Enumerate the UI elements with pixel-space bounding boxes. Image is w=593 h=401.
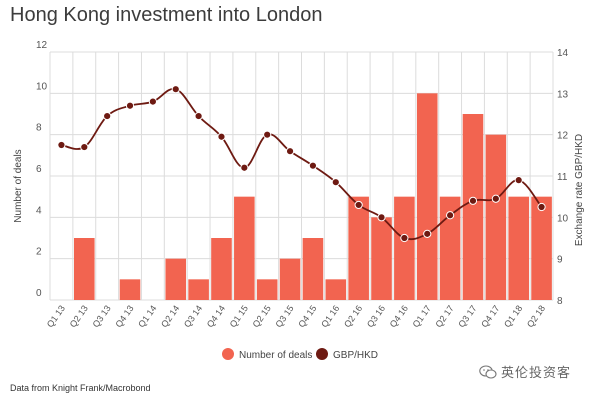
bar-q1-18 [508,196,529,300]
bar-q3-16 [371,217,392,300]
line-point-q3-17 [468,196,478,205]
bar-q4-14 [211,238,232,300]
bar-q1-15 [234,196,255,300]
x-tick-label: Q2 17 [433,303,455,329]
line-point-q1-18 [514,176,523,185]
x-tick-label: Q3 13 [91,303,113,329]
line-point-q4-16 [400,233,409,243]
bar-q4-17 [485,134,507,300]
line-point-q1-15 [240,163,249,172]
y-axis-left-title: Number of deals [13,149,24,222]
line-point-q1-14 [148,97,157,106]
line-point-q3-13 [103,111,112,121]
source-note: Data from Knight Frank/Macrobond [10,383,151,393]
legend: Number of deals GBP/HKD [222,348,378,361]
x-tick-label: Q4 14 [205,303,227,329]
y-left-tick-label: 10 [36,81,48,92]
line-point-q2-13 [80,142,89,152]
x-tick-label: Q4 17 [479,303,501,329]
line-point-q3-14 [194,111,203,121]
legend-label-number-of-deals: Number of deals [239,350,312,361]
y-left-tick-label: 2 [36,247,42,258]
y-left-tick-label: 6 [36,164,42,175]
line-point-q2-15 [263,130,272,139]
line-point-q4-17 [491,194,500,203]
line-point-q2-18 [537,202,546,212]
y-left-tick-label: 12 [36,40,48,51]
x-tick-label: Q3 14 [182,303,204,329]
legend-swatch-number-of-deals [222,348,234,360]
wechat-logo-icon [479,364,497,379]
bar-q4-15 [302,238,324,300]
x-tick-label: Q2 16 [342,303,364,329]
x-tick-label: Q2 14 [159,303,181,329]
x-tick-label: Q3 17 [456,303,478,329]
line-point-q1-13 [57,140,66,150]
bar-q2-18 [531,196,552,300]
bar-q4-16 [394,196,415,300]
bar-q2-16 [348,196,369,300]
y-left-tick-label: 8 [36,123,42,134]
watermark-text: 英伦投资客 [501,366,572,381]
y-left-tick-label: 0 [36,288,42,299]
line-point-q4-15 [308,161,318,170]
y-right-tick-label: 13 [557,89,569,100]
y-right-tick-label: 11 [557,172,568,183]
y-right-tick-label: 10 [557,213,569,224]
legend-label-gbp-hkd: GBP/HKD [333,350,378,361]
bar-q1-16 [325,279,347,300]
line-point-q2-17 [446,211,455,220]
y-left-tick-label: 4 [36,205,42,216]
x-tick-label: Q1 17 [411,303,433,329]
gbp-hkd-line [61,87,543,241]
line-point-q1-16 [331,178,340,187]
watermark: 英伦投资客 [479,362,571,381]
y-right-tick-label: 14 [557,48,569,59]
x-tick-label: Q1 13 [45,303,67,329]
x-tick-label: Q4 15 [296,303,318,329]
bar-q2-14 [165,258,187,300]
bar-q1-17 [416,93,438,300]
bar-q3-14 [188,279,209,300]
line-point-q4-14 [217,132,226,141]
line-point-q2-14 [171,85,180,94]
chart-title: Hong Kong investment into London [10,4,323,26]
legend-swatch-gbp-hkd [316,348,328,360]
y-right-tick-label: 9 [557,255,563,266]
bar-q2-13 [74,238,95,300]
bar-q2-17 [439,196,461,300]
x-tick-label: Q4 16 [388,303,410,329]
line-point-q3-16 [377,213,386,222]
line-point-q4-13 [125,101,135,110]
x-tick-label: Q4 13 [113,303,135,329]
y-right-tick-label: 8 [557,296,563,307]
line-point-q3-15 [285,147,295,156]
x-tick-label: Q1 18 [502,303,524,329]
x-tick-label: Q2 13 [68,303,90,329]
bar-q3-17 [462,114,484,300]
x-tick-label: Q3 15 [273,303,295,329]
line-point-q2-16 [354,200,363,210]
y-right-tick-label: 12 [557,131,569,142]
x-tick-label: Q1 15 [228,303,250,329]
bar-q2-15 [256,279,278,300]
line-layer [57,85,546,243]
x-tick-label: Q3 16 [365,303,387,329]
bar-q4-13 [119,279,141,300]
bars-layer [74,93,552,300]
x-tick-label: Q1 16 [319,303,341,329]
x-tick-label: Q2 15 [251,303,273,329]
x-tick-label: Q2 18 [525,303,547,329]
line-point-q1-17 [423,229,432,238]
x-tick-label: Q1 14 [136,303,158,329]
y-axis-right-title: Exchange rate GBP/HKD [574,134,585,246]
bar-q3-15 [279,258,301,300]
